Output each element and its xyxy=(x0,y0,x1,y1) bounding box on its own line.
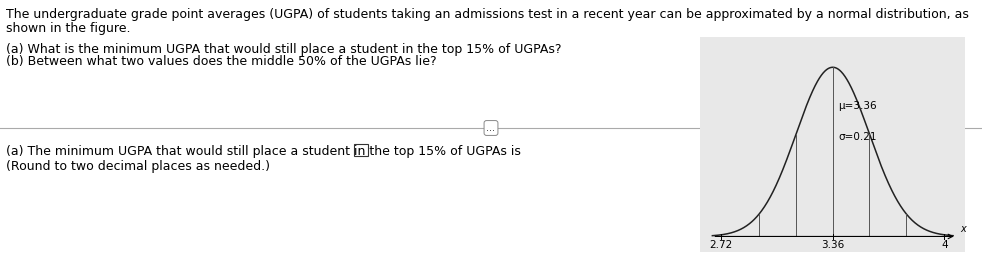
Text: 4: 4 xyxy=(941,240,948,250)
Text: (a) What is the minimum UGPA that would still place a student in the top 15% of : (a) What is the minimum UGPA that would … xyxy=(6,43,562,56)
Text: x: x xyxy=(960,224,966,234)
Text: σ=0.21: σ=0.21 xyxy=(838,132,877,141)
Text: (Round to two decimal places as needed.): (Round to two decimal places as needed.) xyxy=(6,160,270,173)
Text: 2.72: 2.72 xyxy=(709,240,733,250)
Text: 3.36: 3.36 xyxy=(821,240,845,250)
FancyBboxPatch shape xyxy=(354,144,368,156)
Text: (b) Between what two values does the middle 50% of the UGPAs lie?: (b) Between what two values does the mid… xyxy=(6,55,437,68)
Text: (a) The minimum UGPA that would still place a student in the top 15% of UGPAs is: (a) The minimum UGPA that would still pl… xyxy=(6,145,524,158)
Text: ...: ... xyxy=(486,123,496,133)
Text: shown in the figure.: shown in the figure. xyxy=(6,22,131,35)
Text: The undergraduate grade point averages (UGPA) of students taking an admissions t: The undergraduate grade point averages (… xyxy=(6,8,969,21)
Text: μ=3.36: μ=3.36 xyxy=(838,101,877,111)
